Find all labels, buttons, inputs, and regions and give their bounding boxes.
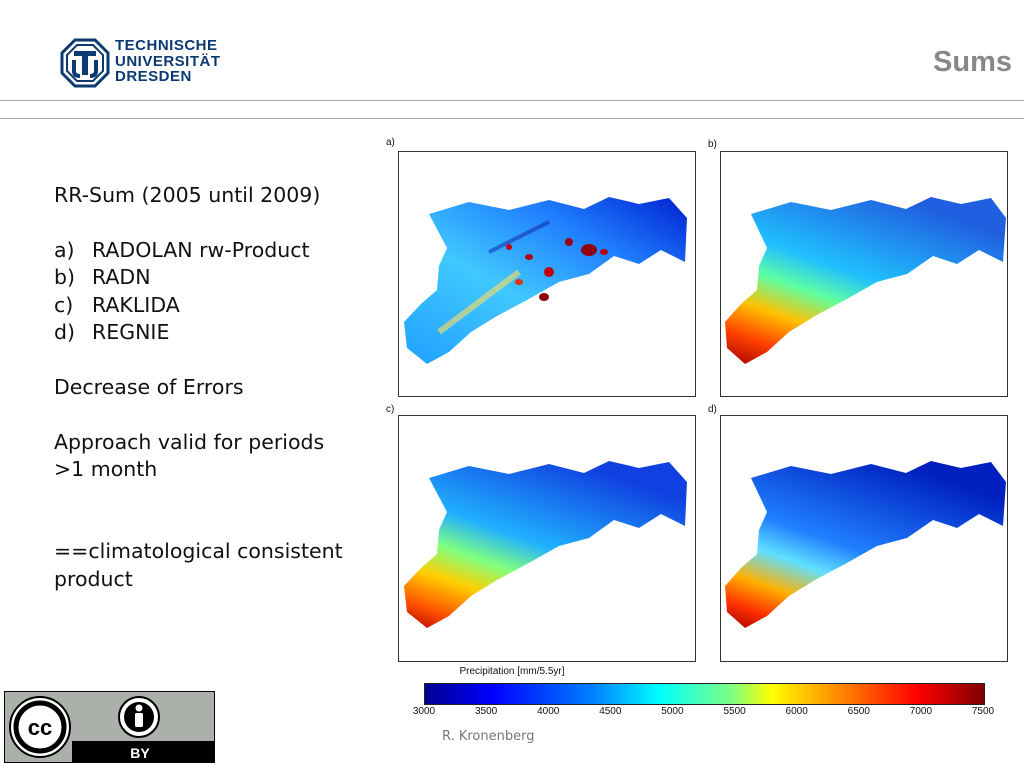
saxony-map-shape bbox=[404, 197, 687, 364]
saxony-map-shape bbox=[404, 461, 687, 628]
text-heading: RR-Sum (2005 until 2009) bbox=[54, 183, 321, 207]
author-credit: R. Kronenberg bbox=[442, 729, 535, 744]
note-consistent-line-2: product bbox=[54, 566, 133, 591]
colorbar-tick: 7000 bbox=[909, 706, 933, 717]
list-item: b) RADN bbox=[54, 265, 151, 290]
map-panel-b bbox=[720, 151, 1008, 397]
header-divider-top bbox=[0, 100, 1024, 101]
institution-line-2: UNIVERSITÄT bbox=[115, 52, 221, 70]
map-panel-d bbox=[720, 415, 1008, 662]
license-text: BY bbox=[130, 745, 150, 761]
tu-dresden-logo bbox=[60, 38, 110, 88]
panel-label-a: a) bbox=[386, 137, 395, 148]
map-panel-a bbox=[398, 151, 696, 397]
colorbar bbox=[424, 683, 985, 705]
colorbar-ticks: 3000 3500 4000 4500 5000 5500 6000 6500 … bbox=[413, 706, 994, 720]
institution-line-1: TECHNISCHE bbox=[115, 37, 218, 54]
panel-label-c: c) bbox=[386, 404, 395, 415]
colorbar-label: Precipitation [mm/5.5yr] bbox=[459, 666, 565, 677]
list-item: c) RAKLIDA bbox=[54, 292, 180, 317]
header-divider-bottom bbox=[0, 118, 1024, 119]
list-item: a) RADOLAN rw-Product bbox=[54, 237, 310, 262]
colorbar-tick: 5500 bbox=[723, 706, 746, 717]
note-decrease-errors: Decrease of Errors bbox=[54, 374, 244, 399]
panel-label-d: d) bbox=[708, 404, 717, 415]
institution-line-3: DRESDEN bbox=[115, 68, 192, 85]
panel-label-b: b) bbox=[708, 139, 717, 150]
institution-name: TECHNISCHE UNIVERSITÄT DRESDEN bbox=[115, 38, 221, 85]
map-panel-c bbox=[398, 415, 696, 662]
saxony-map-shape bbox=[725, 461, 1006, 628]
colorbar-tick: 6000 bbox=[785, 706, 808, 717]
cc-by-icon: cc BY bbox=[4, 691, 215, 763]
slide-title: Sums bbox=[933, 46, 1012, 78]
list-item: d) REGNIE bbox=[54, 320, 170, 345]
note-consistent-line-1: ==climatological consistent bbox=[54, 539, 343, 564]
note-approach-line-1: Approach valid for periods bbox=[54, 429, 325, 454]
colorbar-tick: 3500 bbox=[474, 706, 498, 717]
note-approach-line-2: >1 month bbox=[54, 457, 158, 482]
colorbar-tick: 6500 bbox=[847, 706, 870, 717]
colorbar-tick: 4000 bbox=[537, 706, 560, 717]
saxony-map-shape bbox=[725, 197, 1006, 364]
slide-text: RR-Sum (2005 until 2009) a) RADOLAN rw-Pr… bbox=[54, 182, 384, 593]
colorbar-tick: 5000 bbox=[661, 706, 684, 717]
colorbar-tick: 3000 bbox=[412, 706, 436, 717]
colorbar-tick: 7500 bbox=[971, 706, 995, 717]
colorbar-tick: 4500 bbox=[599, 706, 622, 717]
svg-text:cc: cc bbox=[28, 715, 52, 740]
